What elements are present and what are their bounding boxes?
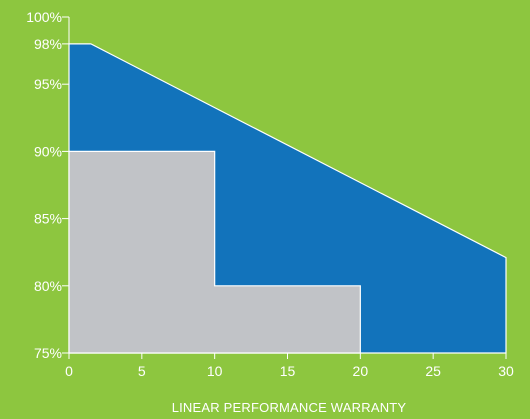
chart-ticks: 75% 80% 85% 90% 95% 98% 100% 0 5 10 15 20 25 30 <box>26 9 514 379</box>
x-tick-label: 25 <box>425 363 441 379</box>
x-tick-label: 30 <box>498 363 514 379</box>
chart-areas <box>68 43 507 354</box>
x-tick-label: 15 <box>280 363 296 379</box>
x-tick-label: 0 <box>65 363 73 379</box>
x-tick-label: 20 <box>353 363 369 379</box>
y-tick-label: 90% <box>34 143 62 159</box>
x-tick-label: 10 <box>207 363 223 379</box>
y-tick-label: 98% <box>34 36 62 52</box>
y-tick-label: 85% <box>34 211 62 227</box>
x-axis-label: LINEAR PERFORMANCE WARRANTY <box>172 400 407 415</box>
y-tick-label: 100% <box>26 9 62 25</box>
y-tick-label: 80% <box>34 278 62 294</box>
y-tick-label: 75% <box>34 345 62 361</box>
x-tick-label: 5 <box>138 363 146 379</box>
y-tick-label: 95% <box>34 76 62 92</box>
